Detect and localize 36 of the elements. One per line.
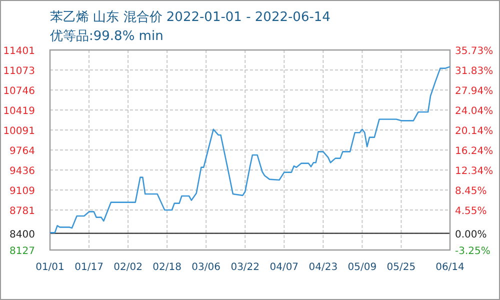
x-tick-label: 01/01 [36,262,64,273]
x-tick-label: 03/22 [230,262,260,273]
y2-tick-label: 31.83% [455,66,494,78]
y-tick-label: 11073 [3,66,35,78]
y2-tick-label: 8.45% [455,186,487,197]
x-tick-label: 06/14 [436,262,464,273]
x-tick-label: 03/06 [192,262,221,273]
y-tick-label: 10091 [3,126,35,138]
x-tick-label: 01/17 [74,262,104,273]
line-series [49,66,451,234]
y2-tick-label: 4.55% [455,206,487,217]
x-tick-label: 04/23 [308,262,338,273]
x-tick-label: 05/09 [348,262,377,273]
y2-tick-label: 0.00% [455,229,487,240]
y-tick-label: 11401 [3,46,35,57]
y2-tick-label: 27.94% [455,86,494,97]
y-tick-label: 8781 [10,206,35,218]
x-tick-label: 04/07 [270,262,299,273]
y2-tick-label: 24.04% [455,106,494,117]
y2-tick-label: 16.24% [455,146,494,157]
y-tick-label: 10746 [3,86,35,98]
chart-title: 苯乙烯 山东 混合价 2022-01-01 - 2022-06-14 [50,10,330,25]
y-tick-label: 9436 [10,166,35,178]
y-tick-label: 9109 [10,186,35,198]
x-tick-label: 02/18 [152,262,182,273]
y2-tick-label: 20.14% [455,126,494,137]
y-tick-label: 9764 [10,146,35,157]
y2-tick-label: 35.73% [455,46,494,57]
x-tick-label: 02/02 [114,262,142,273]
x-tick-label: 05/25 [386,262,416,273]
chart-subtitle: 优等品:99.8% min [50,29,164,44]
y-tick-label: 8400 [10,229,35,240]
y-tick-label: 8127 [10,246,35,257]
y2-tick-label: -3.25% [455,246,490,257]
y2-tick-label: 12.34% [455,166,494,178]
y-tick-label: 10419 [3,106,35,117]
